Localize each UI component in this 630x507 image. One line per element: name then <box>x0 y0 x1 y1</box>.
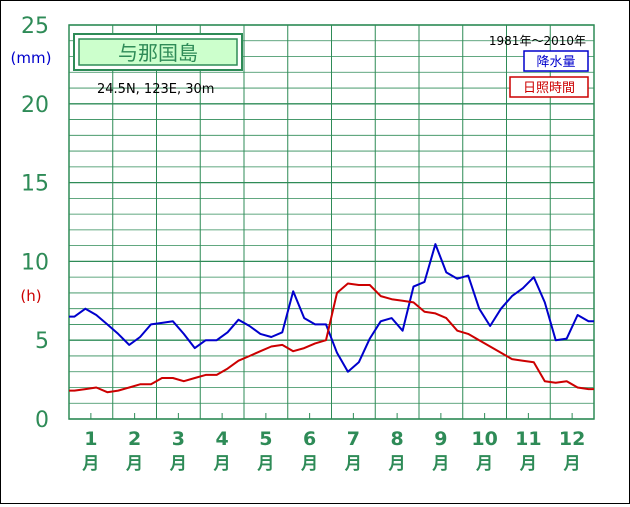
precipitation-unit-label: (mm) <box>11 49 52 67</box>
month-number-label: 7 <box>347 428 360 450</box>
y-tick-labels: 0 5 10 15 20 25 <box>21 14 49 433</box>
month-suffix-label: 月 <box>431 454 449 474</box>
month-number-label: 6 <box>303 428 316 450</box>
month-number-label: 4 <box>216 428 229 450</box>
series-layer <box>69 243 594 394</box>
month-number-label: 8 <box>391 428 404 450</box>
month-number-label: 12 <box>559 428 585 450</box>
month-suffix-label: 月 <box>256 454 274 474</box>
month-suffix-label: 月 <box>519 454 537 474</box>
legend-precipitation-box <box>523 50 589 72</box>
legend-sunshine: 日照時間 <box>523 81 575 96</box>
month-suffix-label: 月 <box>81 454 99 474</box>
y-tick-label: 5 <box>35 329 49 354</box>
y-tick-label: 20 <box>21 93 49 118</box>
y-tick-label: 15 <box>21 172 49 197</box>
chart-title: 与那国島 <box>118 41 198 65</box>
sunshine-line <box>69 282 594 394</box>
period-label: 1981年〜2010年 <box>489 34 586 48</box>
month-suffix-label: 月 <box>475 454 493 474</box>
month-suffix-label: 月 <box>213 454 231 474</box>
month-number-label: 3 <box>172 428 185 450</box>
month-labels: 1 月 2 月 3 月 4 月 5 月 6 月 7 月 8 月 9 月 10 月 11 月 12 月 <box>81 428 585 474</box>
legend-sunshine-box <box>509 76 589 98</box>
month-number-label: 5 <box>259 428 272 450</box>
grid <box>68 24 595 420</box>
chart-subtitle: 24.5N, 123E, 30m <box>97 82 214 97</box>
month-suffix-label: 月 <box>563 454 581 474</box>
y-tick-label: 25 <box>21 14 49 39</box>
precipitation-line <box>69 243 594 373</box>
month-number-label: 2 <box>128 428 141 450</box>
month-suffix-label: 月 <box>300 454 318 474</box>
month-number-label: 11 <box>515 428 541 450</box>
month-suffix-label: 月 <box>388 454 406 474</box>
y-tick-label: 10 <box>21 250 49 275</box>
month-suffix-label: 月 <box>344 454 362 474</box>
month-number-label: 10 <box>471 428 497 450</box>
month-suffix-label: 月 <box>125 454 143 474</box>
month-suffix-label: 月 <box>169 454 187 474</box>
sunshine-unit-label: (h) <box>20 287 41 305</box>
legend-precipitation: 降水量 <box>536 55 575 70</box>
month-number-label: 9 <box>434 428 447 450</box>
month-number-label: 1 <box>84 428 97 450</box>
y-tick-label: 0 <box>35 408 49 433</box>
title-box <box>78 38 238 66</box>
plot-border <box>68 24 595 420</box>
